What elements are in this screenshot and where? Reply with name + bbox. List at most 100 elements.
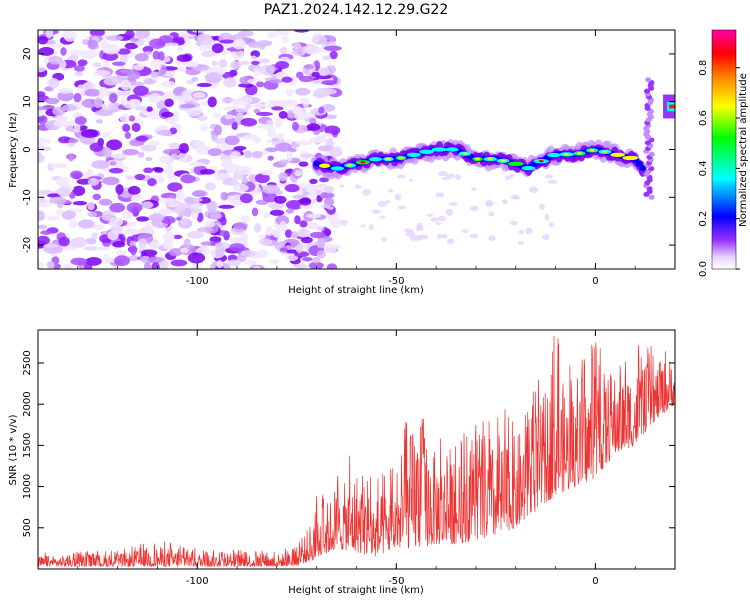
noise-blob bbox=[278, 111, 288, 119]
noise-blob bbox=[319, 191, 335, 199]
noise-blob bbox=[236, 112, 244, 119]
noise-blob bbox=[128, 115, 136, 122]
noise-blob bbox=[38, 210, 46, 222]
noise-blob bbox=[124, 42, 139, 50]
track-hotspot bbox=[521, 165, 536, 171]
noise-blob bbox=[67, 153, 75, 162]
noise-blob bbox=[306, 123, 321, 131]
noise-blob bbox=[129, 37, 140, 42]
noise-blob bbox=[52, 106, 66, 116]
noise-blob bbox=[170, 259, 188, 267]
noise-blob bbox=[57, 90, 74, 102]
noise-blob bbox=[306, 213, 322, 219]
noise-blob bbox=[233, 98, 240, 109]
noise-blob bbox=[93, 97, 103, 109]
noise-blob bbox=[286, 208, 294, 214]
noise-blob bbox=[183, 61, 199, 68]
noise-blob bbox=[109, 202, 126, 213]
noise-blob bbox=[57, 186, 71, 198]
track-hotspot bbox=[610, 152, 625, 158]
noise-blob bbox=[174, 95, 183, 101]
track-hotspot bbox=[508, 161, 524, 167]
noise-blob bbox=[255, 173, 270, 184]
noise-blob bbox=[38, 224, 48, 230]
noise-blob bbox=[502, 199, 508, 204]
noise-blob bbox=[427, 213, 433, 217]
noise-blob bbox=[231, 121, 238, 131]
noise-blob bbox=[279, 159, 289, 166]
noise-blob bbox=[159, 259, 169, 269]
noise-blob bbox=[197, 115, 208, 122]
noise-blob bbox=[285, 199, 303, 210]
noise-blob bbox=[294, 215, 301, 225]
noise-blob bbox=[296, 71, 304, 79]
noise-blob bbox=[220, 216, 227, 226]
noise-blob bbox=[294, 170, 303, 177]
noise-blob bbox=[87, 39, 98, 50]
noise-blob bbox=[238, 83, 254, 88]
noise-blob bbox=[138, 238, 148, 247]
noise-blob bbox=[131, 122, 141, 133]
track-core bbox=[639, 165, 647, 171]
noise-blob bbox=[220, 191, 228, 201]
noise-blob bbox=[109, 161, 117, 166]
noise-blob bbox=[89, 30, 105, 37]
noise-blob bbox=[120, 95, 128, 106]
noise-blob bbox=[140, 144, 157, 152]
track-peak bbox=[538, 159, 544, 163]
colorbar-label: Normalized spectral amplitude bbox=[738, 73, 749, 227]
noise-blob bbox=[164, 165, 174, 176]
noise-blob bbox=[281, 76, 293, 83]
noise-blob bbox=[172, 36, 185, 43]
noise-blob bbox=[279, 46, 288, 55]
noise-blob bbox=[324, 125, 341, 136]
noise-blob bbox=[150, 71, 160, 78]
noise-blob bbox=[274, 195, 287, 204]
track-peak bbox=[475, 157, 481, 161]
noise-blob bbox=[123, 228, 141, 235]
noise-blob bbox=[256, 81, 265, 88]
noise-blob bbox=[206, 200, 218, 212]
track-hotspot bbox=[419, 149, 435, 154]
noise-blob bbox=[38, 114, 48, 125]
noise-blob bbox=[147, 256, 165, 264]
noise-blob bbox=[62, 104, 77, 112]
noise-blob bbox=[143, 224, 154, 235]
noise-blob bbox=[126, 202, 143, 214]
noise-blob bbox=[408, 178, 414, 182]
noise-blob bbox=[191, 77, 199, 82]
noise-blob bbox=[394, 193, 402, 201]
noise-blob bbox=[311, 71, 320, 78]
noise-blob bbox=[91, 232, 98, 240]
noise-blob bbox=[43, 243, 59, 249]
noise-blob bbox=[92, 224, 105, 231]
noise-blob bbox=[166, 175, 177, 180]
noise-blob bbox=[232, 183, 249, 193]
noise-blob bbox=[89, 142, 104, 152]
noise-blob bbox=[193, 140, 206, 148]
noise-blob bbox=[196, 226, 213, 233]
noise-blob bbox=[286, 151, 293, 162]
track-peak bbox=[487, 157, 493, 161]
noise-blob bbox=[262, 192, 278, 203]
noise-blob bbox=[81, 39, 90, 46]
noise-blob bbox=[284, 184, 300, 193]
noise-blob bbox=[435, 192, 445, 198]
noise-blob bbox=[438, 171, 448, 177]
noise-blob bbox=[512, 196, 521, 200]
noise-blob bbox=[221, 49, 228, 56]
noise-blob bbox=[469, 205, 479, 212]
noise-blob bbox=[306, 222, 319, 230]
noise-blob bbox=[211, 60, 218, 67]
noise-blob bbox=[108, 92, 118, 103]
noise-blob bbox=[445, 173, 455, 179]
y-tick-label: 500 bbox=[22, 518, 33, 537]
noise-blob bbox=[299, 153, 317, 159]
track-hotspot bbox=[330, 166, 345, 171]
noise-blob bbox=[107, 230, 119, 241]
noise-blob bbox=[45, 97, 60, 105]
noise-blob bbox=[162, 231, 175, 243]
noise-blob bbox=[160, 64, 167, 75]
noise-blob bbox=[379, 215, 386, 219]
noise-blob bbox=[262, 212, 270, 218]
